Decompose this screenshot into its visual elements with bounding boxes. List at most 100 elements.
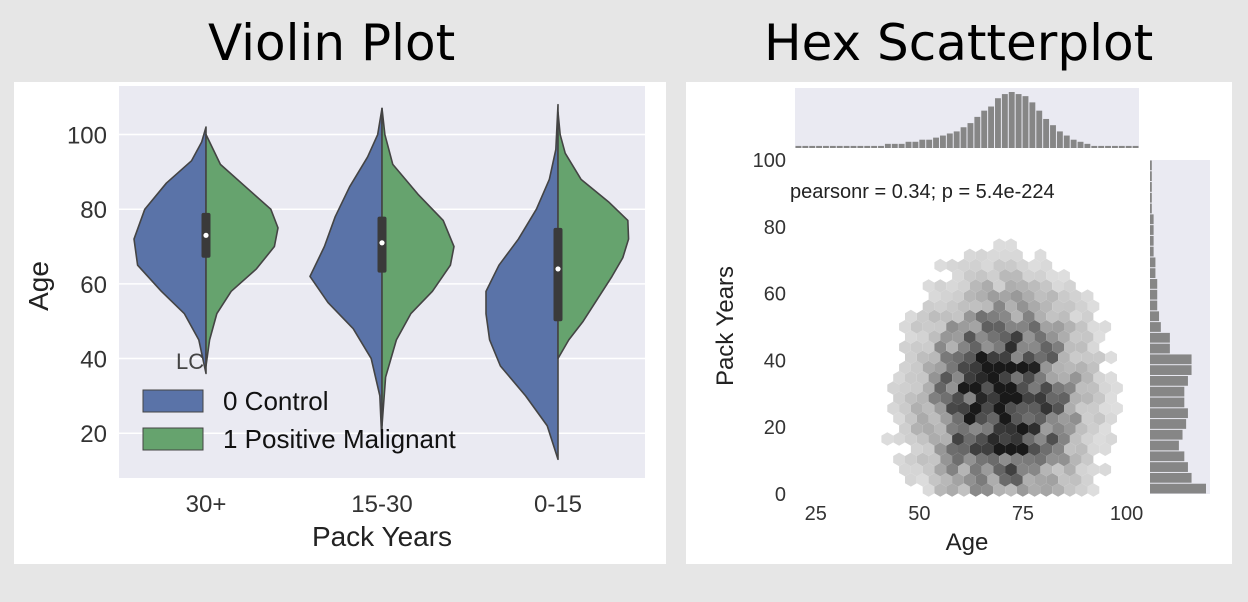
hex-bin <box>987 371 1000 385</box>
hex-x-tick-label: 75 <box>1012 503 1034 525</box>
hex-bin <box>916 473 929 487</box>
hex-bin <box>1040 279 1053 293</box>
hex-bin <box>1064 340 1076 354</box>
hex-bin <box>1016 299 1029 314</box>
hex-bin <box>905 452 917 467</box>
y-marginal-bar <box>1150 332 1170 343</box>
hex-bin <box>1093 350 1106 365</box>
hex-bin <box>946 401 958 416</box>
hex-bin <box>987 350 1000 365</box>
hex-bin <box>946 442 958 456</box>
hex-bin <box>928 330 941 344</box>
x-marginal-bar <box>1043 118 1050 148</box>
hex-bin <box>975 330 988 344</box>
hex-bin <box>887 381 900 395</box>
x-marginal-bar <box>1050 125 1056 148</box>
hex-bin <box>1052 442 1064 456</box>
hex-bin <box>975 391 988 405</box>
hex-bin <box>1028 279 1041 293</box>
hex-bin <box>934 279 947 293</box>
hex-bin <box>1022 350 1035 365</box>
hex-bin <box>993 238 1006 252</box>
hex-bin <box>905 391 917 405</box>
hex-bin <box>940 330 953 344</box>
violin-half-malignant <box>205 133 279 367</box>
x-marginal-bar <box>795 145 802 148</box>
hex-bin <box>981 381 994 395</box>
hex-bin <box>993 422 1006 436</box>
hex-bin <box>899 401 911 416</box>
hex-bin <box>922 442 935 456</box>
hex-bin <box>1087 360 1100 375</box>
x-marginal-bar <box>1001 94 1008 148</box>
hex-bin <box>1005 279 1017 293</box>
hex-bin <box>1058 289 1070 303</box>
hex-bin <box>922 360 935 375</box>
x-marginal-bar <box>1029 102 1036 148</box>
x-marginal-bar <box>1125 145 1132 148</box>
hex-bin <box>952 473 964 487</box>
hex-bin <box>1005 442 1017 456</box>
hex-bin <box>1040 442 1053 456</box>
hex-x-tick-label: 50 <box>908 503 930 525</box>
hex-bin <box>934 360 947 375</box>
hex-bin <box>946 340 958 354</box>
hex-bin <box>975 432 988 446</box>
hex-bin <box>1075 320 1088 334</box>
hex-bin <box>881 432 894 446</box>
violin-card: 20 40 60 80 100 30+ 15-30 0-15 Pack Years Age … <box>14 82 666 564</box>
hex-bin <box>1058 371 1070 385</box>
hex-bin <box>1046 269 1059 283</box>
x-marginal-bar <box>939 135 946 148</box>
hex-bin <box>975 371 988 385</box>
hex-bin <box>969 442 982 456</box>
hex-bin <box>905 432 917 446</box>
hex-bin <box>1075 483 1088 497</box>
hex-bin <box>1052 340 1064 354</box>
hex-bin <box>958 299 970 314</box>
x-marginal-bar <box>1036 110 1043 148</box>
hex-bin <box>952 452 964 467</box>
hex-bin <box>916 391 929 405</box>
hex-bin <box>993 360 1006 375</box>
hex-bin <box>1099 422 1112 436</box>
hex-bin <box>1052 422 1064 436</box>
hex-bin <box>969 422 982 436</box>
hex-bin <box>1022 371 1035 385</box>
y-marginal-bar <box>1150 462 1188 472</box>
hex-bin <box>1052 462 1064 477</box>
hex-bin <box>969 483 982 497</box>
hex-bin <box>958 483 970 497</box>
hex-bin <box>958 381 970 395</box>
hex-bin <box>916 309 929 324</box>
hex-bin <box>1069 289 1082 303</box>
hex-bin <box>910 320 923 334</box>
hex-bin <box>899 462 911 477</box>
hex-bin <box>969 381 982 395</box>
hex-bin <box>1093 391 1106 405</box>
hex-bin <box>993 401 1006 416</box>
hex-y-tick-label: 20 <box>764 417 786 439</box>
hex-bin <box>969 360 982 375</box>
hex-bin <box>922 462 935 477</box>
x-marginal-bar <box>981 110 988 148</box>
hex-bin <box>1052 299 1064 314</box>
x-marginal-bar <box>1022 96 1029 148</box>
hex-bin <box>893 371 905 385</box>
hex-bin <box>1005 381 1017 395</box>
hex-bin <box>1058 452 1070 467</box>
y-marginal-bar <box>1150 354 1192 365</box>
y-marginal-bar <box>1150 225 1154 235</box>
hex-bin <box>1064 483 1076 497</box>
x-marginal-bar <box>898 143 905 148</box>
hex-x-tick-label: 25 <box>805 503 827 525</box>
hex-bin <box>887 401 900 416</box>
hex-bin <box>958 462 970 477</box>
hex-bin <box>916 411 929 426</box>
hex-bin <box>916 432 929 446</box>
hex-bin <box>1040 381 1053 395</box>
violin-half-malignant <box>557 111 630 360</box>
hex-bin <box>934 442 947 456</box>
hex-bin <box>1064 360 1076 375</box>
hex-bin <box>1005 483 1017 497</box>
